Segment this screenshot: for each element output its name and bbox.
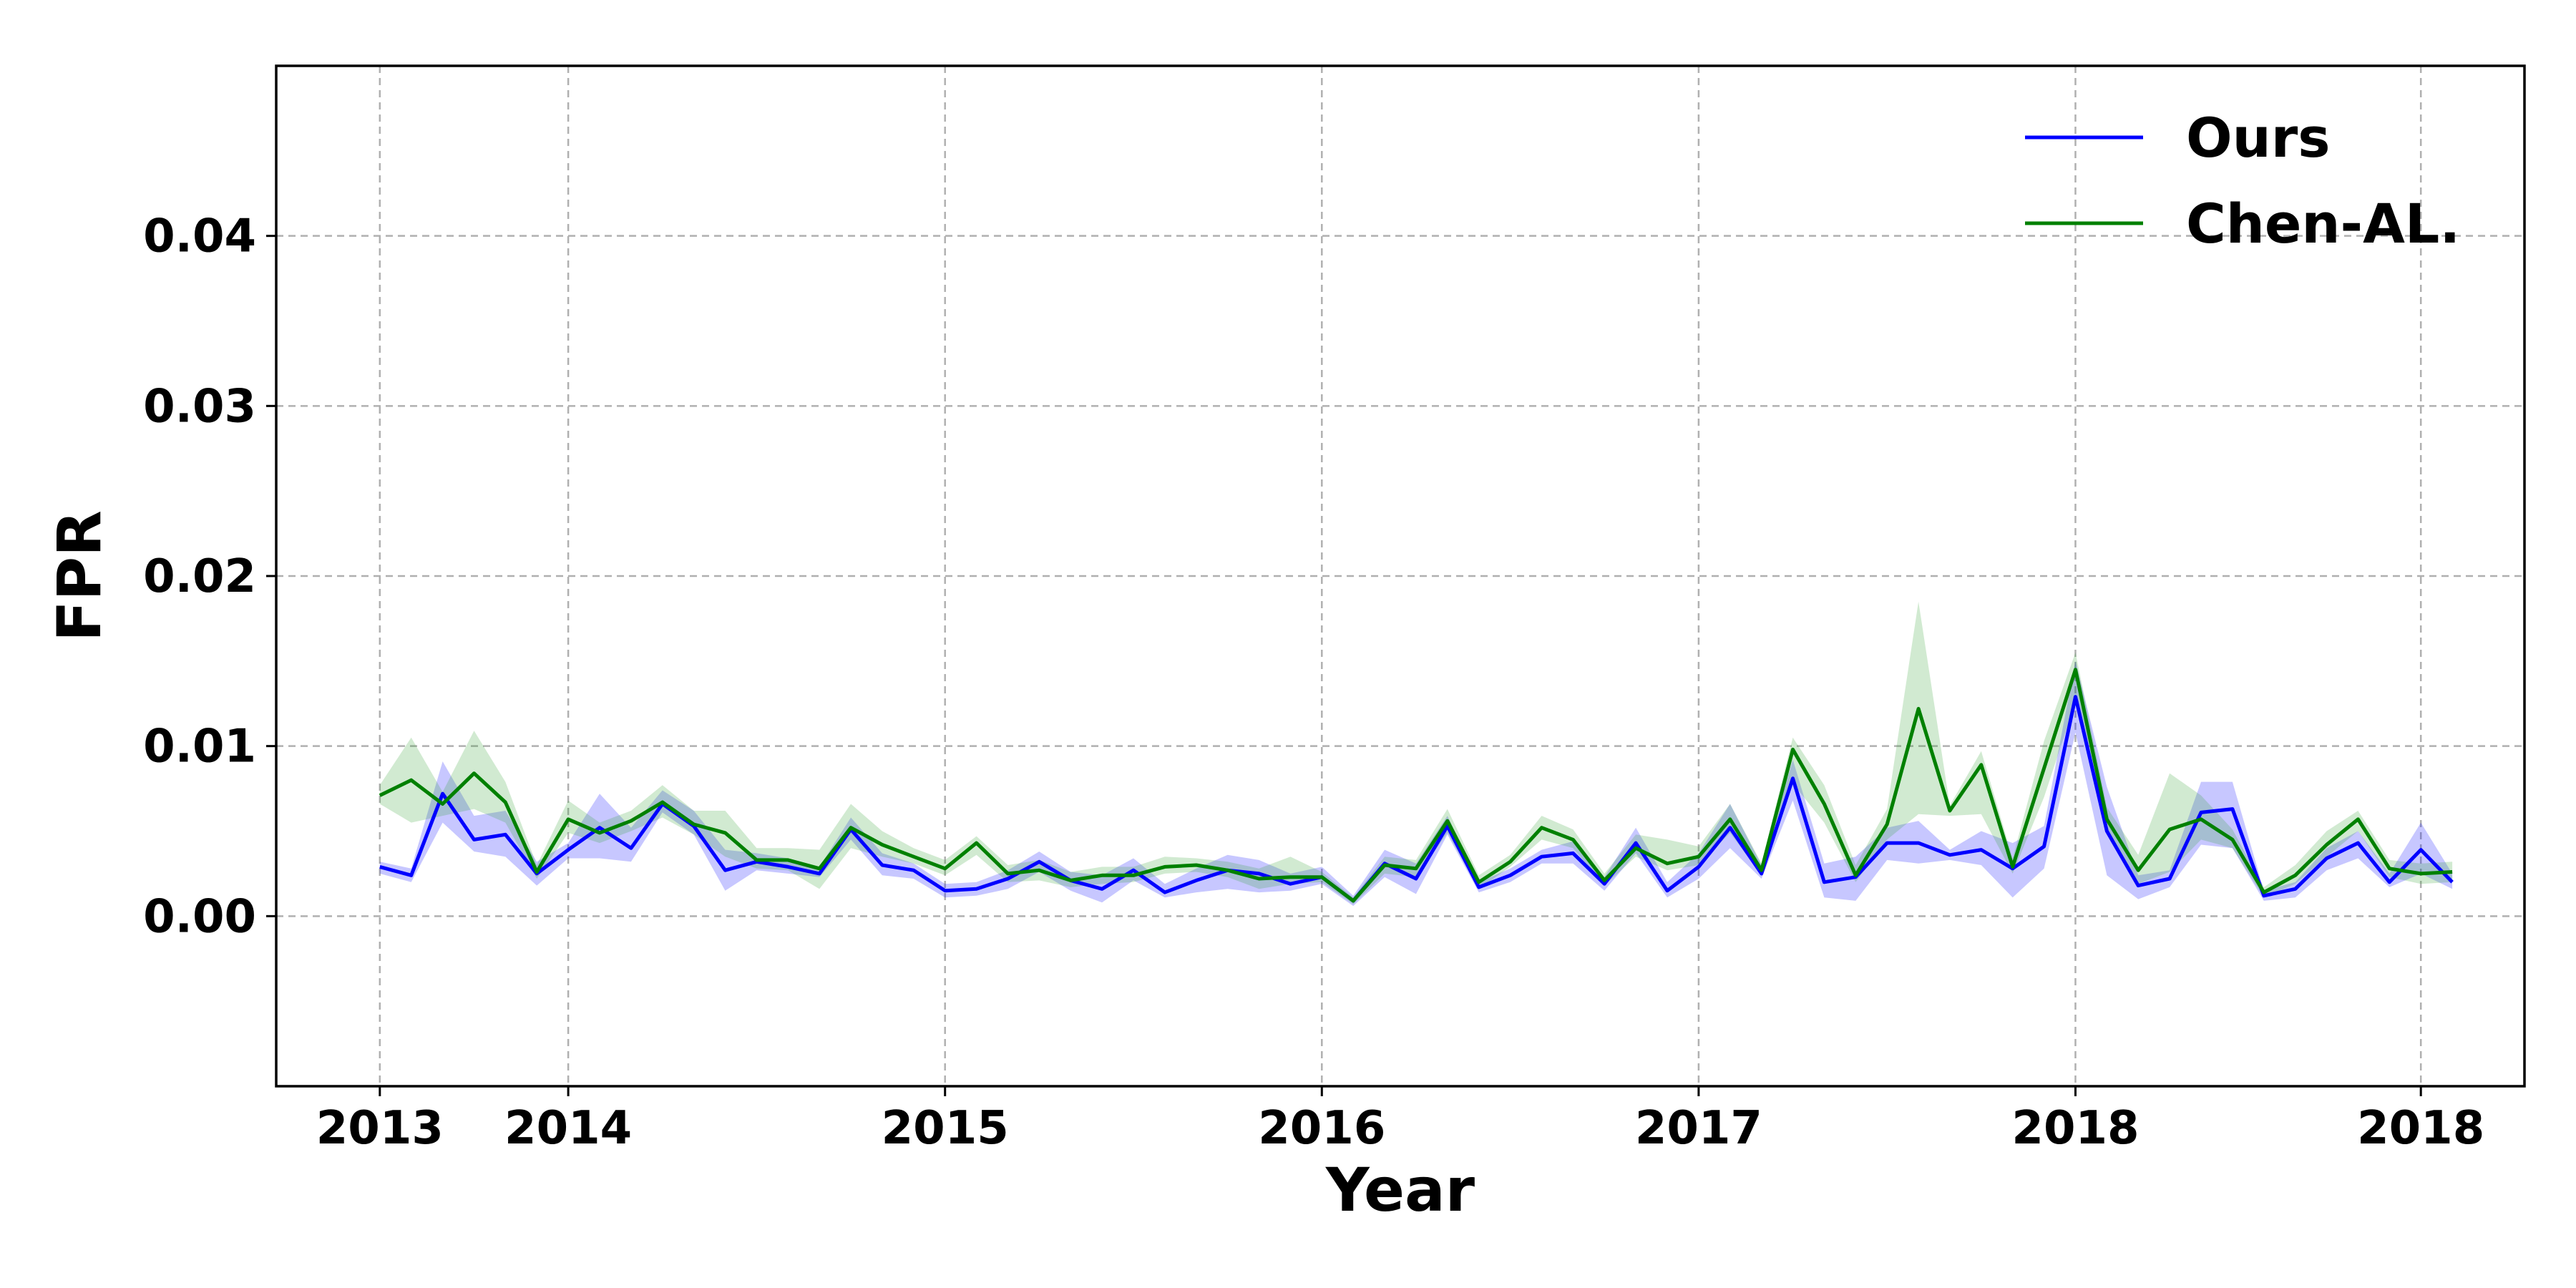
x-axis-title: Year (1325, 1155, 1475, 1225)
x-tick-label: 2018 (2357, 1102, 2484, 1155)
legend: Ours Chen-AL. (2025, 106, 2460, 255)
y-tick-label: 0.04 (143, 210, 256, 263)
y-axis-ticks: 0.00 0.01 0.02 0.03 0.04 (143, 210, 276, 943)
grid-lines (276, 66, 2524, 1086)
x-tick-label: 2017 (1635, 1102, 1762, 1155)
legend-label-chen-al: Chen-AL. (2186, 192, 2460, 255)
legend-label-ours: Ours (2186, 106, 2330, 170)
x-tick-label: 2015 (882, 1102, 1009, 1155)
x-tick-label: 2014 (504, 1102, 632, 1155)
x-tick-label: 2013 (316, 1102, 444, 1155)
series-line-chen-al (379, 668, 2453, 903)
y-tick-label: 0.02 (143, 550, 256, 603)
y-axis-title: FPR (44, 510, 114, 642)
x-tick-label: 2016 (1258, 1102, 1385, 1155)
confidence-bands (379, 601, 2453, 907)
x-tick-label: 2018 (2011, 1102, 2139, 1155)
y-tick-label: 0.03 (143, 380, 256, 433)
y-tick-label: 0.01 (143, 721, 256, 774)
x-axis-ticks: 2013 2014 2015 2016 2017 2018 2018 (316, 1086, 2484, 1155)
confidence-band-ours (379, 660, 2453, 907)
series-line-ours (379, 695, 2454, 903)
series-lines (379, 668, 2454, 903)
y-tick-label: 0.00 (143, 890, 256, 943)
